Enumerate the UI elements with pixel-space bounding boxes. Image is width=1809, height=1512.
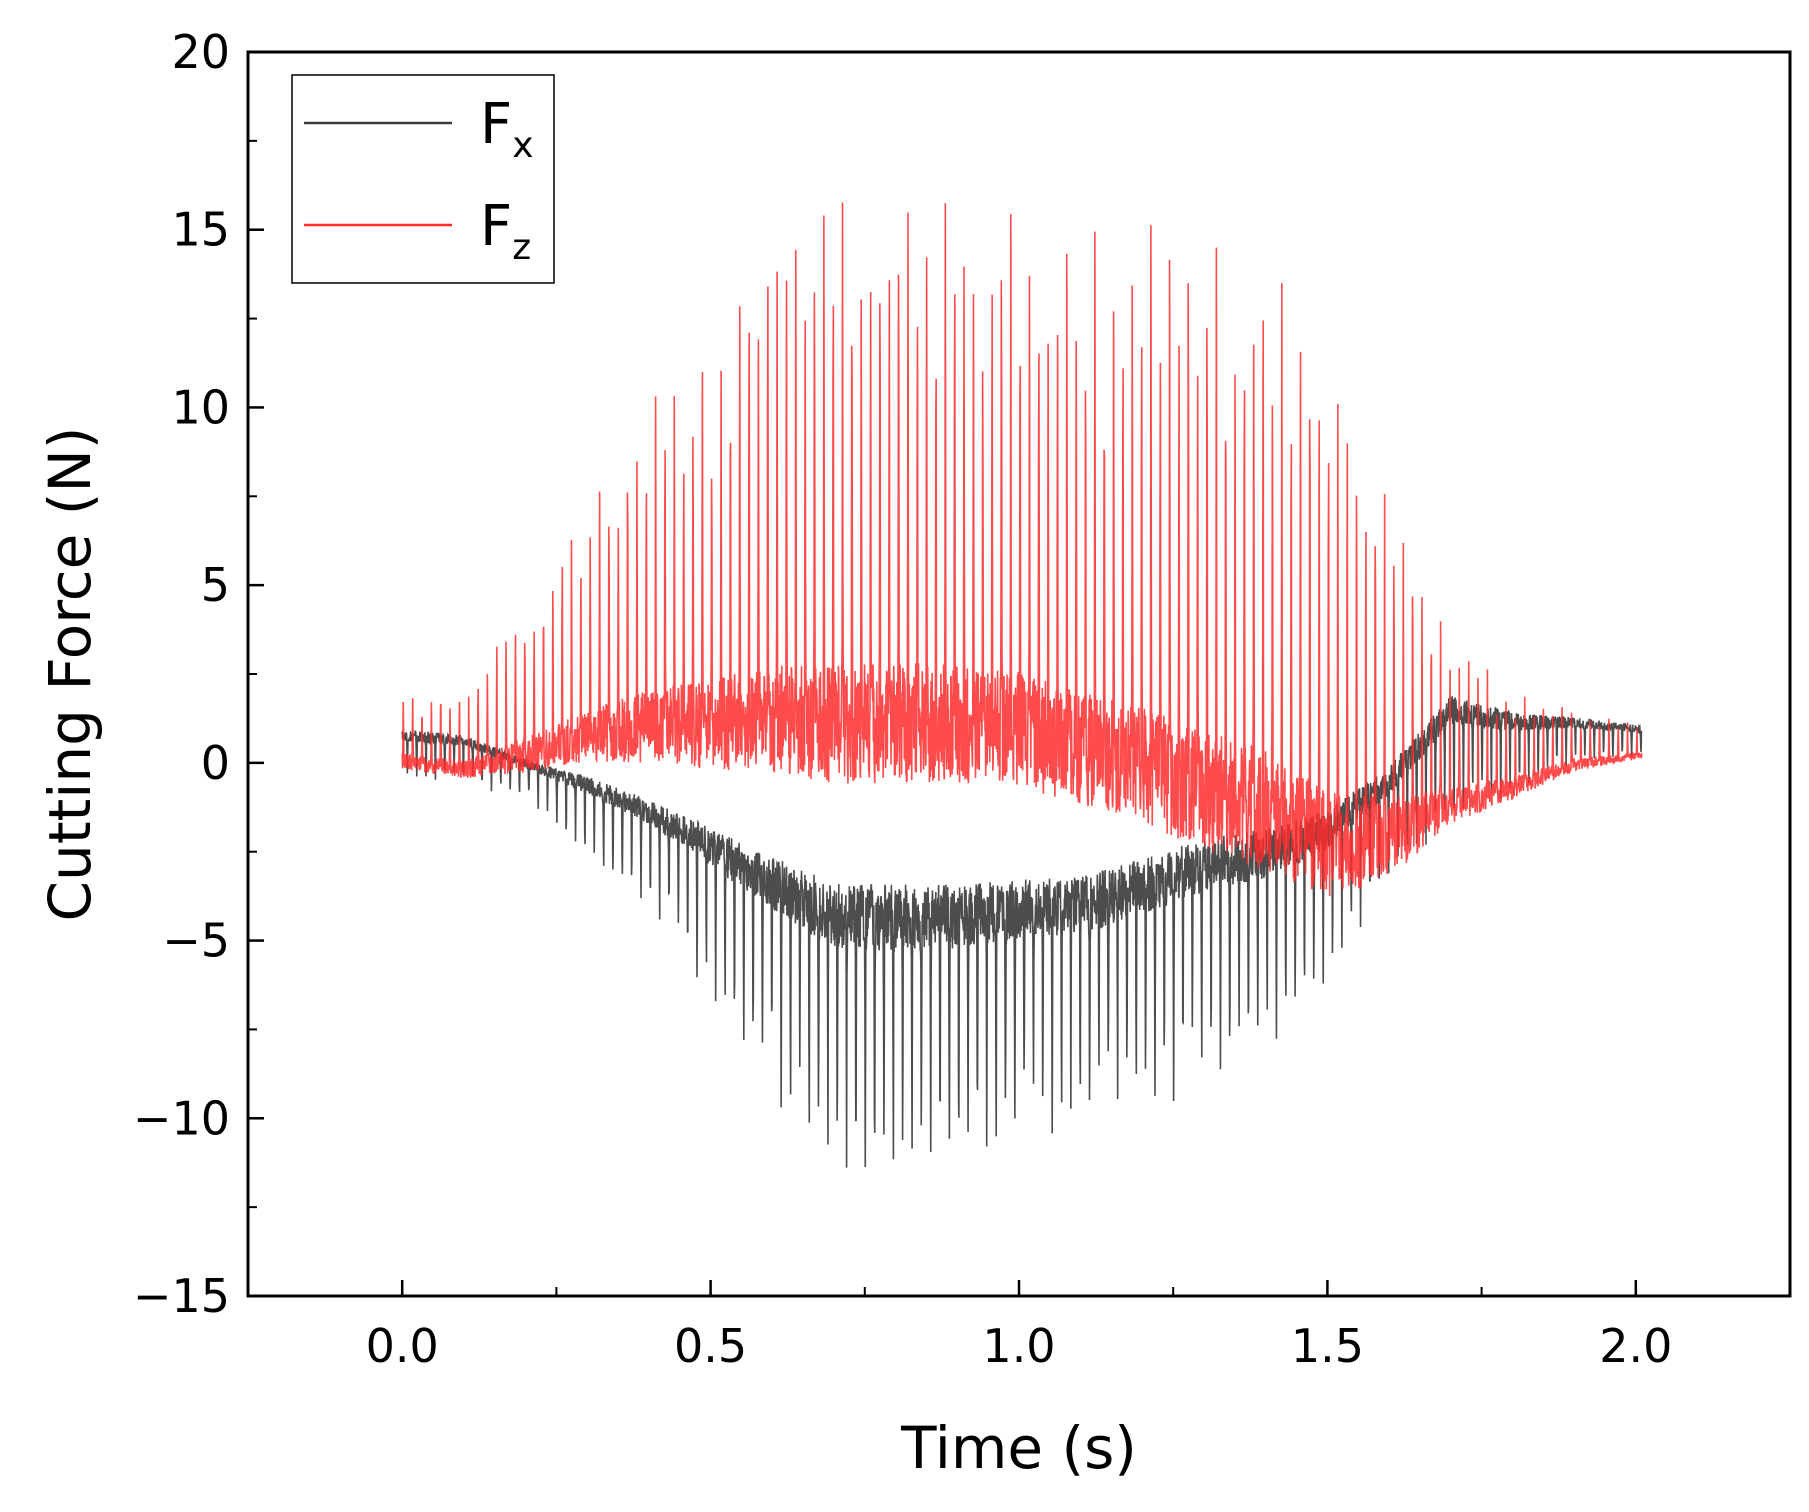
y-tick-label: −10	[133, 1091, 230, 1145]
series-layer	[401, 202, 1643, 1168]
y-tick-label: 15	[171, 203, 230, 257]
legend: Fx Fz	[291, 74, 555, 284]
legend-box	[291, 74, 555, 284]
y-tick-label: 20	[171, 25, 230, 79]
y-tick-label: −5	[162, 914, 230, 968]
y-axis-title: Cutting Force (N)	[36, 427, 104, 922]
x-axis-title: Time (s)	[900, 1414, 1137, 1482]
x-tick-label: 0.0	[366, 1319, 439, 1373]
series-line-fz	[401, 202, 1643, 897]
legend-label-fx: Fx	[480, 92, 534, 166]
y-tick-label: −15	[133, 1269, 230, 1323]
y-tick-label: 5	[201, 558, 230, 612]
legend-label-fz: Fz	[480, 194, 531, 268]
y-tick-label: 0	[201, 736, 230, 790]
tick-labels: 0.0 0.5 1.0 1.5 2.0 −15 −10 −5 0 5 10 15 20	[133, 25, 1672, 1373]
x-tick-label: 1.0	[982, 1319, 1055, 1373]
x-tick-label: 1.5	[1291, 1319, 1364, 1373]
x-tick-label: 0.5	[674, 1319, 747, 1373]
y-tick-label: 10	[171, 380, 230, 434]
axis-ticks	[247, 50, 1791, 1298]
x-tick-label: 2.0	[1599, 1319, 1672, 1373]
